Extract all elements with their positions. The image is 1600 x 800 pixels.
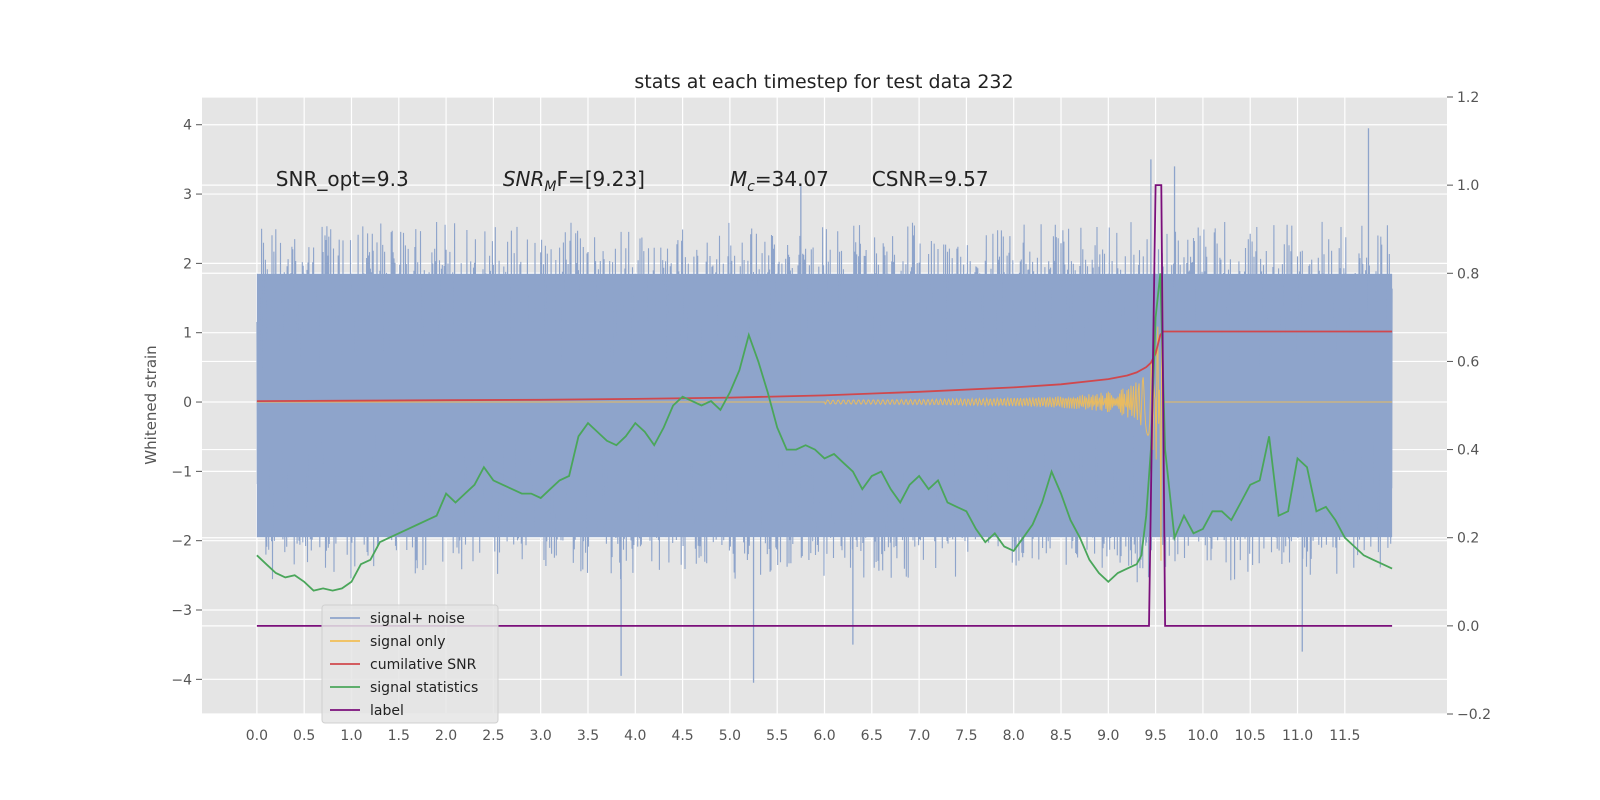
annotation-after: =34.07 <box>755 167 829 191</box>
legend-entry: signal+ noise <box>370 611 465 627</box>
y2-tick-label: 0.2 <box>1457 531 1479 547</box>
annotation-subscript: M <box>544 179 556 195</box>
signal-chirp <box>256 282 1393 561</box>
y-tick-label: 4 <box>183 118 192 134</box>
annotation: SNR_opt=9.3 <box>276 167 409 191</box>
legend-entry: cumilative SNR <box>370 657 477 673</box>
y2-tick-label: 0.0 <box>1457 619 1479 635</box>
chart-title: stats at each timestep for test data 232 <box>634 71 1013 93</box>
y-tick-label: −4 <box>171 672 192 688</box>
y2-tick-label: 0.6 <box>1457 354 1479 370</box>
x-tick-label: 5.0 <box>719 728 741 744</box>
axes: 0.0 0.5 1.0 1.5 2.0 2.5 3.0 3.5 4.0 4.5 5.0 5.5 6.0 6… <box>171 90 1491 744</box>
x-tick-label: 4.5 <box>671 728 693 744</box>
y-tick-label: −2 <box>171 534 192 550</box>
x-tick-label: 0.5 <box>293 728 315 744</box>
line-series <box>256 184 1393 627</box>
series-signal-statistics <box>256 273 1393 592</box>
annotation-text: SNR_opt=9.3 <box>276 167 409 191</box>
y-tick-label: −3 <box>171 603 192 619</box>
y2-tick-label: 1.2 <box>1457 90 1479 106</box>
y2-tick-label: −0.2 <box>1457 707 1491 723</box>
x-tick-label: 11.0 <box>1282 728 1313 744</box>
x-tick-label: 1.0 <box>340 728 362 744</box>
y-tick-label: 2 <box>183 256 192 272</box>
x-tick-label: 7.0 <box>908 728 930 744</box>
legend-entry: signal statistics <box>370 680 478 696</box>
annotation: Mc=34.07 <box>730 167 829 195</box>
y2-tick-label: 0.8 <box>1457 266 1479 282</box>
y2-tick-label: 1.0 <box>1457 178 1479 194</box>
annotation: CSNR=9.57 <box>872 167 989 191</box>
x-tick-label: 2.0 <box>435 728 457 744</box>
x-tick-label: 5.5 <box>766 728 788 744</box>
noise-trace <box>256 221 1393 583</box>
y-tick-label: 3 <box>183 187 192 203</box>
x-tick-label: 8.5 <box>1050 728 1072 744</box>
x-tick-label: 3.5 <box>577 728 599 744</box>
x-tick-label: 6.0 <box>813 728 835 744</box>
legend: signal+ noise signal only cumilative SNR si… <box>321 604 499 724</box>
y-tick-label: 1 <box>183 326 192 342</box>
x-tick-label: 4.0 <box>624 728 646 744</box>
x-tick-label: 9.5 <box>1144 728 1166 744</box>
series-label <box>256 184 1393 627</box>
legend-box <box>321 604 499 724</box>
x-tick-label: 8.0 <box>1003 728 1025 744</box>
annotation-text: CSNR=9.57 <box>872 167 989 191</box>
annotation-after: F=[9.23] <box>556 167 644 191</box>
x-tick-label: 0.0 <box>246 728 268 744</box>
annotation-subscript: c <box>747 179 755 195</box>
annotation-base: SNR <box>503 167 545 191</box>
x-tick-label: 1.5 <box>388 728 410 744</box>
x-tick-label: 2.5 <box>482 728 504 744</box>
annotation: SNRMF=[9.23] <box>503 167 645 195</box>
y-axis-label: Whitened strain <box>142 345 160 464</box>
x-tick-label: 6.5 <box>861 728 883 744</box>
annotation-base: M <box>730 167 747 191</box>
y-tick-label: −1 <box>171 464 192 480</box>
x-tick-label: 10.5 <box>1235 728 1266 744</box>
x-tick-label: 10.0 <box>1187 728 1218 744</box>
legend-entry: label <box>370 703 404 719</box>
x-tick-label: 9.0 <box>1097 728 1119 744</box>
x-tick-label: 3.0 <box>530 728 552 744</box>
y-tick-label: 0 <box>183 395 192 411</box>
x-tick-label: 7.5 <box>955 728 977 744</box>
y2-tick-label: 0.4 <box>1457 443 1479 459</box>
annotations: SNR_opt=9.3 SNRMF=[9.23] Mc=34.07 CSNR=9.57 <box>276 167 989 195</box>
x-tick-label: 11.5 <box>1329 728 1360 744</box>
series-signal-only <box>256 282 1393 561</box>
legend-entry: signal only <box>370 634 445 650</box>
